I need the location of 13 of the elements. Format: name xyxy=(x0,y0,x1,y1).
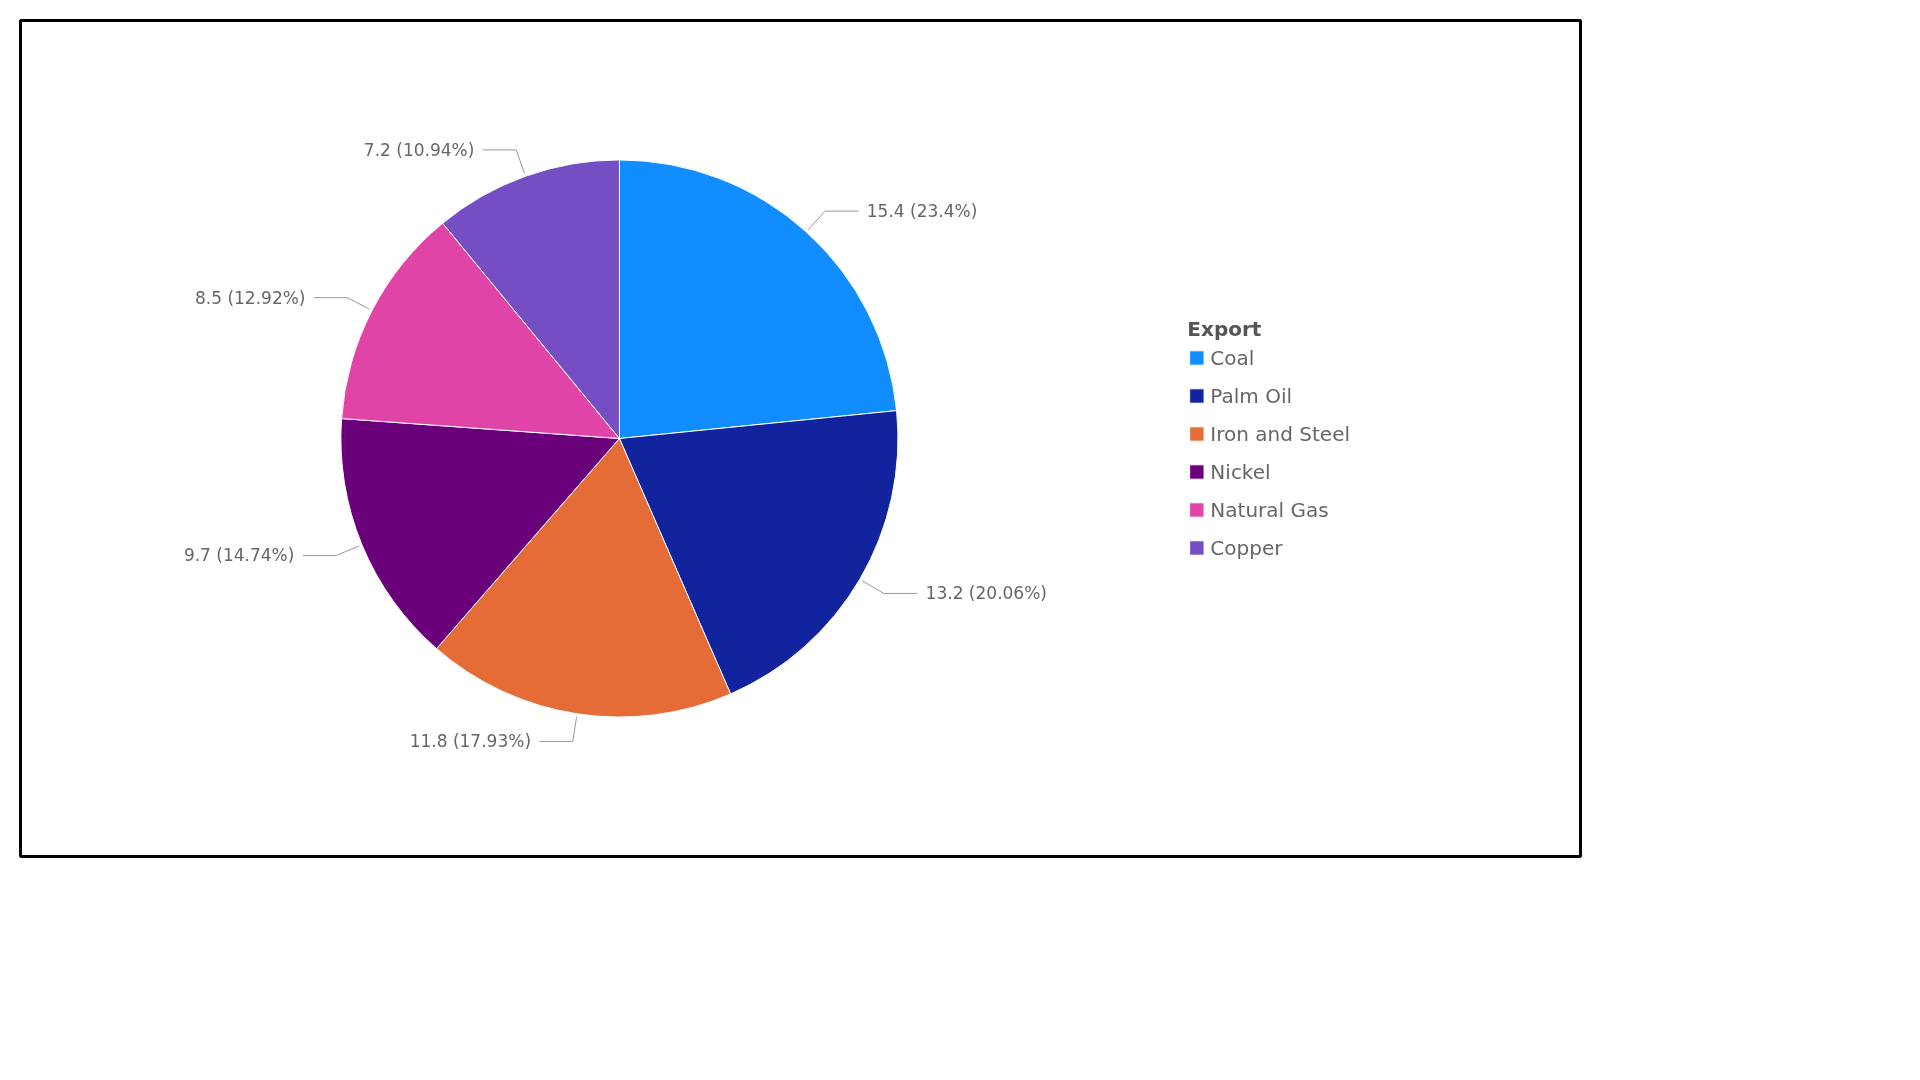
data-label: 15.4 (23.4%) xyxy=(866,201,978,222)
legend-title: Export xyxy=(1187,316,1263,341)
data-label: 11.8 (17.93%) xyxy=(409,731,532,752)
data-label: 13.2 (20.06%) xyxy=(925,583,1047,604)
data-label: 8.5 (12.92%) xyxy=(194,287,306,308)
legend-label: Nickel xyxy=(1210,459,1271,484)
legend-label: Palm Oil xyxy=(1210,383,1293,408)
legend-label: Coal xyxy=(1210,345,1255,370)
legend-label: Copper xyxy=(1210,535,1283,560)
legend-label: Natural Gas xyxy=(1210,497,1329,522)
data-label: 7.2 (10.94%) xyxy=(363,139,475,160)
data-label: 9.7 (14.74%) xyxy=(183,545,295,566)
legend-label: Iron and Steel xyxy=(1210,421,1350,446)
